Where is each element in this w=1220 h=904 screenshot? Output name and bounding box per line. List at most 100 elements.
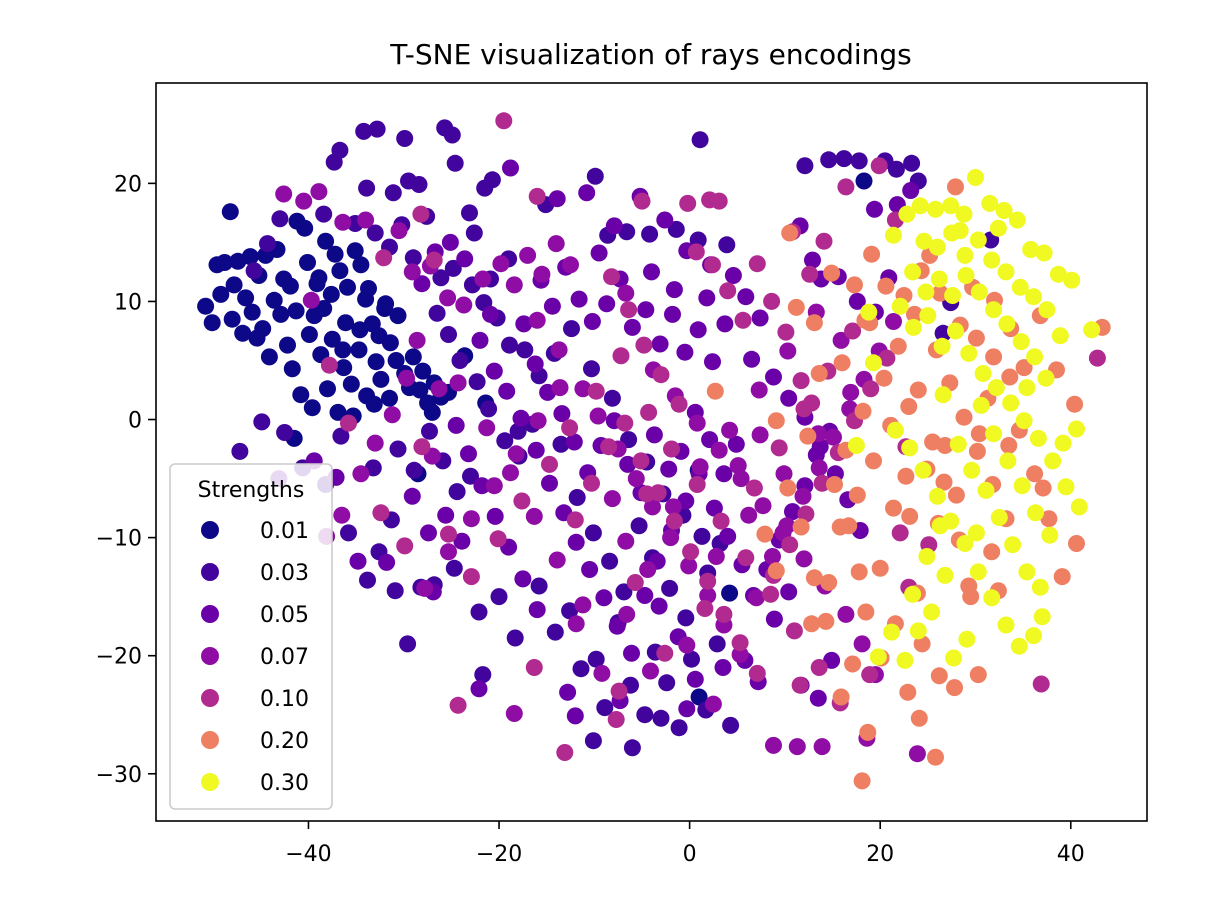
point-0.01-28	[404, 348, 422, 366]
point-0.10-69	[810, 659, 828, 676]
point-0.07-74	[478, 419, 496, 437]
legend-marker-0.10	[201, 689, 219, 707]
point-0.01-72	[279, 336, 296, 354]
point-0.01-43	[283, 360, 301, 378]
point-0.03-28	[480, 400, 498, 418]
point-0.30-62	[990, 509, 1008, 526]
point-0.10-85	[795, 400, 813, 418]
point-0.05-49	[567, 533, 585, 551]
point-0.01-0	[197, 297, 215, 315]
point-0.01-42	[372, 370, 390, 388]
point-0.07-103	[617, 284, 635, 302]
point-0.07-97	[751, 426, 769, 444]
point-0.30-1	[942, 197, 960, 215]
point-0.30-86	[989, 219, 1007, 237]
point-0.30-17	[983, 251, 1001, 269]
point-0.10-34	[748, 664, 766, 682]
point-0.05-18	[623, 318, 641, 336]
point-0.10-16	[719, 282, 737, 300]
point-0.05-125	[866, 200, 883, 218]
point-0.07-33	[810, 459, 828, 477]
point-0.30-10	[1063, 271, 1081, 289]
point-0.05-45	[512, 409, 530, 427]
point-0.03-52	[561, 602, 579, 620]
point-0.03-4	[443, 126, 461, 144]
point-0.30-52	[956, 535, 974, 552]
point-0.10-71	[861, 666, 879, 684]
point-0.03-58	[636, 706, 654, 724]
point-0.07-61	[352, 465, 370, 483]
point-0.03-64	[708, 635, 726, 653]
point-0.30-25	[930, 270, 948, 288]
point-0.20-43	[792, 518, 810, 536]
point-0.03-94	[603, 389, 621, 407]
point-0.03-125	[623, 739, 641, 757]
point-0.20-94	[947, 486, 965, 504]
point-0.10-19	[763, 292, 781, 310]
point-0.05-101	[698, 289, 716, 307]
point-0.07-48	[837, 605, 855, 623]
point-0.20-25	[1068, 535, 1085, 552]
point-0.01-74	[203, 314, 221, 332]
point-0.05-91	[809, 689, 827, 707]
point-0.20-37	[871, 559, 889, 577]
point-0.30-53	[969, 563, 987, 581]
point-0.05-70	[460, 445, 477, 463]
point-0.05-2	[578, 184, 596, 202]
point-0.20-54	[946, 679, 963, 697]
point-0.01-77	[310, 269, 328, 287]
point-0.07-73	[449, 374, 467, 392]
point-0.07-12	[505, 276, 523, 294]
point-0.01-83	[855, 172, 873, 190]
point-0.10-77	[1088, 349, 1106, 367]
point-0.10-1	[528, 187, 546, 205]
x-tick-label: 0	[683, 842, 697, 867]
point-0.30-22	[1051, 327, 1069, 345]
point-0.30-85	[951, 222, 969, 240]
point-0.30-71	[869, 648, 887, 666]
point-0.05-10	[751, 309, 769, 327]
point-0.10-56	[489, 530, 507, 548]
point-0.20-97	[1034, 479, 1052, 497]
point-0.20-46	[756, 525, 774, 543]
point-0.07-96	[832, 331, 850, 349]
point-0.10-15	[704, 256, 721, 274]
point-0.01-53	[212, 285, 230, 303]
point-0.01-36	[323, 330, 341, 348]
point-0.05-78	[420, 524, 437, 542]
point-0.30-55	[997, 616, 1015, 634]
point-0.05-99	[643, 263, 660, 281]
point-0.05-16	[598, 295, 616, 313]
point-0.20-71	[968, 442, 986, 460]
point-0.05-105	[780, 389, 798, 407]
point-0.30-50	[928, 487, 946, 505]
point-0.01-19	[346, 242, 364, 260]
point-0.20-29	[969, 666, 987, 684]
point-0.10-87	[844, 322, 862, 340]
point-0.05-97	[482, 305, 499, 323]
point-0.30-96	[934, 386, 952, 404]
point-0.05-53	[623, 644, 640, 662]
point-0.20-23	[1040, 510, 1058, 528]
point-0.10-37	[797, 505, 815, 523]
point-0.01-25	[381, 334, 399, 352]
point-0.20-45	[767, 562, 785, 580]
point-0.07-34	[825, 428, 842, 446]
point-0.03-65	[722, 716, 740, 734]
point-0.05-15	[583, 313, 601, 330]
point-0.03-8	[461, 204, 478, 222]
point-0.20-7	[877, 277, 895, 295]
point-0.05-95	[441, 233, 459, 251]
point-0.01-45	[303, 399, 321, 417]
point-0.05-119	[349, 552, 367, 570]
point-0.03-45	[445, 559, 463, 577]
point-0.03-33	[405, 461, 423, 479]
point-0.07-54	[485, 477, 503, 495]
point-0.05-41	[727, 435, 745, 453]
legend-marker-0.30	[201, 773, 219, 791]
point-0.07-55	[507, 445, 525, 463]
point-0.20-16	[1015, 359, 1033, 377]
point-0.30-33	[891, 297, 909, 315]
point-0.07-66	[639, 561, 657, 578]
